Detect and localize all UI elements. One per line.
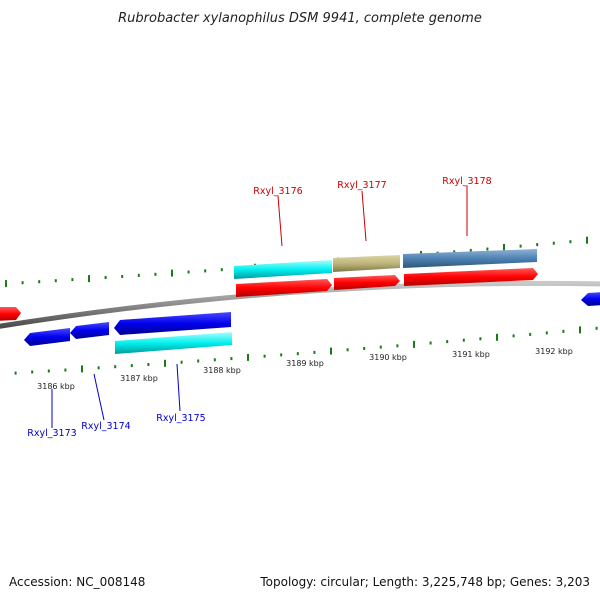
forward-strand-genes bbox=[0, 268, 538, 321]
gene-arrow bbox=[24, 328, 70, 346]
label-leader bbox=[277, 195, 283, 247]
label-leader bbox=[361, 190, 367, 242]
lower-tick-track bbox=[14, 326, 598, 375]
reverse-strand-genes bbox=[24, 292, 600, 346]
gene-label-rxyl-3177[interactable]: Rxyl_3177 bbox=[337, 180, 386, 191]
tick-label: 3190 kbp bbox=[369, 353, 407, 362]
cds-feature bbox=[234, 260, 332, 279]
label-leader bbox=[93, 373, 105, 421]
tick-label: 3187 kbp bbox=[120, 374, 158, 383]
gene-label-rxyl-3173[interactable]: Rxyl_3173 bbox=[27, 428, 76, 439]
genome-summary-text: Topology: circular; Length: 3,225,748 bp… bbox=[259, 575, 590, 589]
tick-label: 3189 kbp bbox=[286, 359, 324, 368]
gene-arrow bbox=[0, 307, 21, 321]
tick-labels: 3186 kbp 3187 kbp 3188 kbp 3189 kbp 3190… bbox=[37, 347, 573, 391]
gene-arrow bbox=[334, 275, 400, 290]
gene-arrow bbox=[581, 292, 600, 306]
gene-label-rxyl-3178[interactable]: Rxyl_3178 bbox=[442, 176, 491, 187]
gene-label-rxyl-3175[interactable]: Rxyl_3175 bbox=[156, 413, 205, 424]
gene-arrow bbox=[404, 268, 538, 286]
cds-feature bbox=[333, 255, 400, 272]
tick-label: 3188 kbp bbox=[203, 366, 241, 375]
forward-cds-features bbox=[234, 249, 537, 279]
map-title: Rubrobacter xylanophilus DSM 9941, compl… bbox=[118, 11, 482, 26]
gene-arrow bbox=[70, 322, 109, 339]
gene-label-rxyl-3176[interactable]: Rxyl_3176 bbox=[253, 186, 302, 197]
accession-text: Accession: NC_008148 bbox=[9, 575, 145, 589]
cds-feature bbox=[403, 249, 537, 268]
tick-label: 3192 kbp bbox=[535, 347, 573, 356]
label-leader bbox=[176, 363, 181, 412]
gene-label-leaders bbox=[51, 186, 468, 428]
gene-arrow bbox=[114, 312, 231, 335]
cds-feature bbox=[115, 332, 232, 354]
gene-label-rxyl-3174[interactable]: Rxyl_3174 bbox=[81, 421, 130, 432]
tick-label: 3191 kbp bbox=[452, 350, 490, 359]
reverse-cds-features bbox=[115, 332, 232, 354]
tick-label: 3186 kbp bbox=[37, 382, 75, 391]
gene-labels: Rxyl_3173 Rxyl_3174 Rxyl_3175 Rxyl_3176 … bbox=[27, 176, 491, 439]
gene-arrow bbox=[236, 279, 332, 297]
